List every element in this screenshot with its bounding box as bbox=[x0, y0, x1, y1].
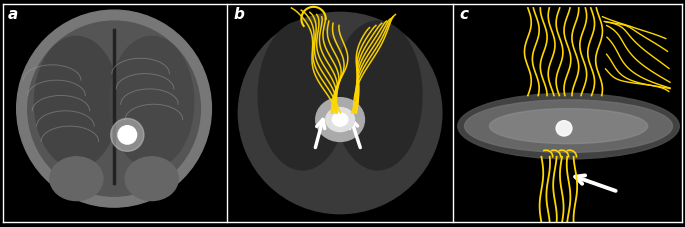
Ellipse shape bbox=[326, 108, 354, 132]
Ellipse shape bbox=[110, 37, 194, 168]
Ellipse shape bbox=[332, 114, 348, 127]
Ellipse shape bbox=[316, 98, 364, 142]
Ellipse shape bbox=[50, 157, 103, 201]
Ellipse shape bbox=[34, 37, 119, 168]
Text: a: a bbox=[8, 7, 18, 22]
Ellipse shape bbox=[334, 22, 422, 170]
Ellipse shape bbox=[125, 157, 178, 201]
Text: c: c bbox=[460, 7, 469, 22]
Text: b: b bbox=[234, 7, 245, 22]
Circle shape bbox=[556, 121, 572, 136]
Ellipse shape bbox=[489, 109, 648, 144]
Ellipse shape bbox=[458, 94, 680, 159]
Ellipse shape bbox=[464, 100, 673, 153]
Ellipse shape bbox=[16, 11, 212, 207]
Ellipse shape bbox=[238, 13, 442, 214]
Circle shape bbox=[118, 126, 136, 144]
Ellipse shape bbox=[28, 22, 200, 196]
Circle shape bbox=[111, 119, 144, 152]
Ellipse shape bbox=[258, 22, 347, 170]
